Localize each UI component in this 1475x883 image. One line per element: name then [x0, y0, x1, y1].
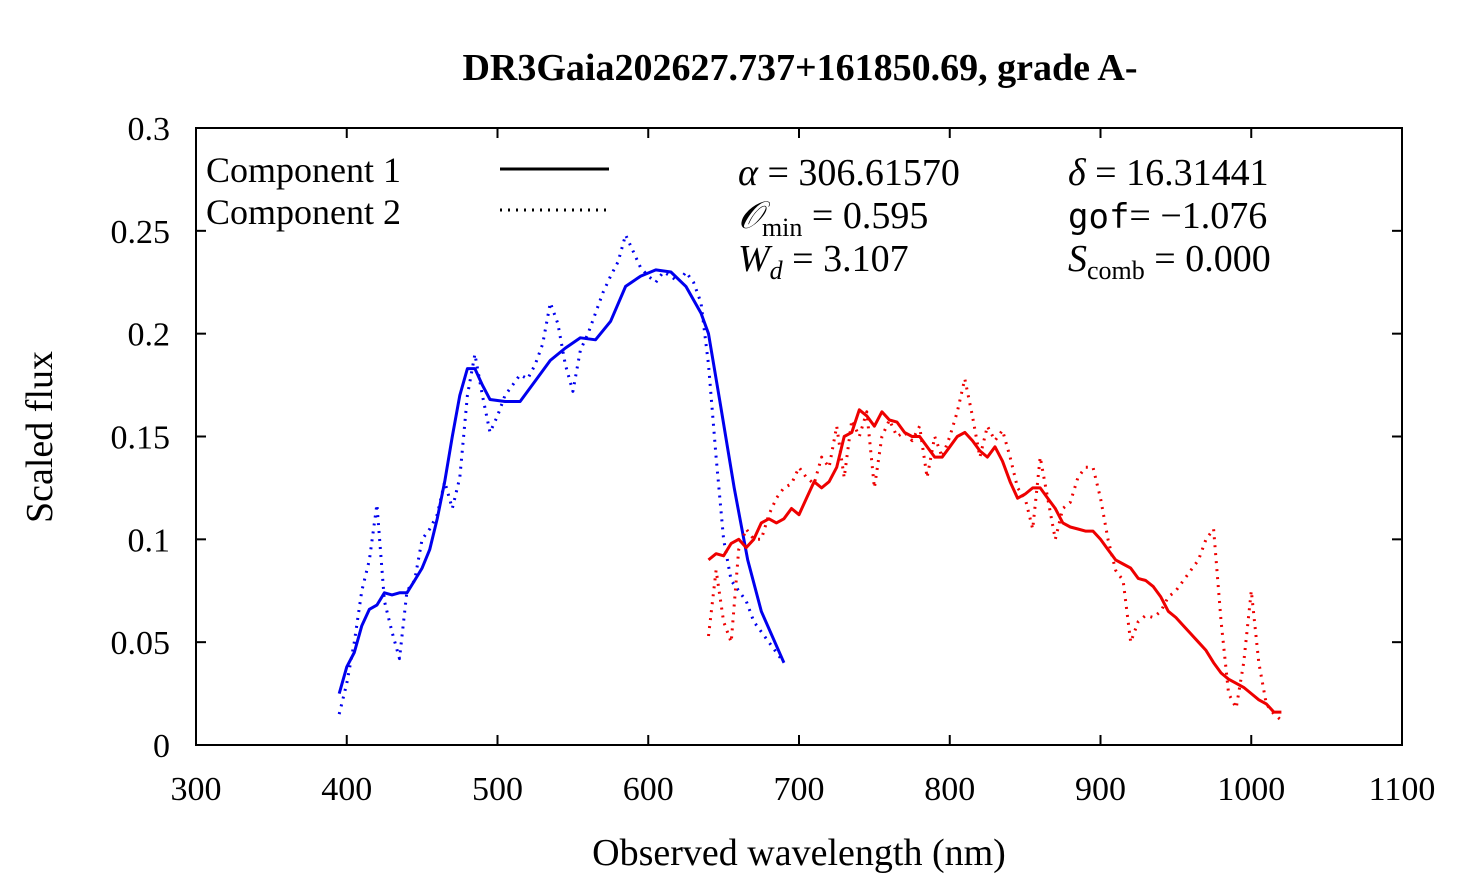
series-layer	[337, 233, 1283, 722]
y-tick-label: 0.15	[111, 420, 171, 457]
y-tick-label: 0.25	[111, 214, 171, 251]
x-tick-label: 1000	[1217, 771, 1285, 808]
series-red-component-1	[707, 408, 1282, 714]
x-tick-label: 400	[321, 771, 372, 808]
chart-title: DR3Gaia202627.737+161850.69, grade A-	[462, 47, 1137, 89]
annotation-alpha: α = 306.61570	[738, 152, 960, 194]
series-blue-component-1	[337, 268, 786, 695]
annotation-omin: 𝒪min = 0.595	[738, 195, 928, 242]
annotation-scomb: Scomb = 0.000	[1068, 238, 1271, 285]
x-tick-label: 300	[171, 771, 222, 808]
y-axis-label: Scaled flux	[19, 351, 61, 523]
fit-annotations: α = 306.61570 δ = 16.31441 𝒪min = 0.595 …	[738, 152, 1271, 285]
y-tick-label: 0.3	[128, 111, 171, 148]
annotation-wd: Wd = 3.107	[738, 238, 909, 285]
legend-label-component-1: Component 1	[206, 150, 401, 190]
x-tick-label: 800	[924, 771, 975, 808]
legend: Component 1 Component 2	[206, 150, 609, 232]
x-tick-label: 900	[1075, 771, 1126, 808]
y-tick-label: 0.2	[128, 317, 171, 354]
legend-label-component-2: Component 2	[206, 192, 401, 232]
series-red-component-2	[707, 377, 1283, 722]
y-tick-label: 0.1	[128, 522, 171, 559]
y-tick-label: 0.05	[111, 625, 171, 662]
x-tick-label: 500	[472, 771, 523, 808]
x-axis-label: Observed wavelength (nm)	[592, 832, 1006, 874]
x-axis: 300 400 500 600 700 800 900 1000 1100	[171, 128, 1436, 808]
y-tick-label: 0	[153, 728, 170, 765]
annotation-gof: gof= −1.076	[1068, 195, 1267, 237]
x-tick-label: 1100	[1369, 771, 1436, 808]
x-tick-label: 600	[623, 771, 674, 808]
y-axis: 0 0.05 0.1 0.15 0.2 0.25 0.3	[111, 111, 1402, 765]
series-blue-component-2	[337, 233, 786, 715]
annotation-delta: δ = 16.31441	[1068, 152, 1269, 194]
x-tick-label: 700	[774, 771, 825, 808]
